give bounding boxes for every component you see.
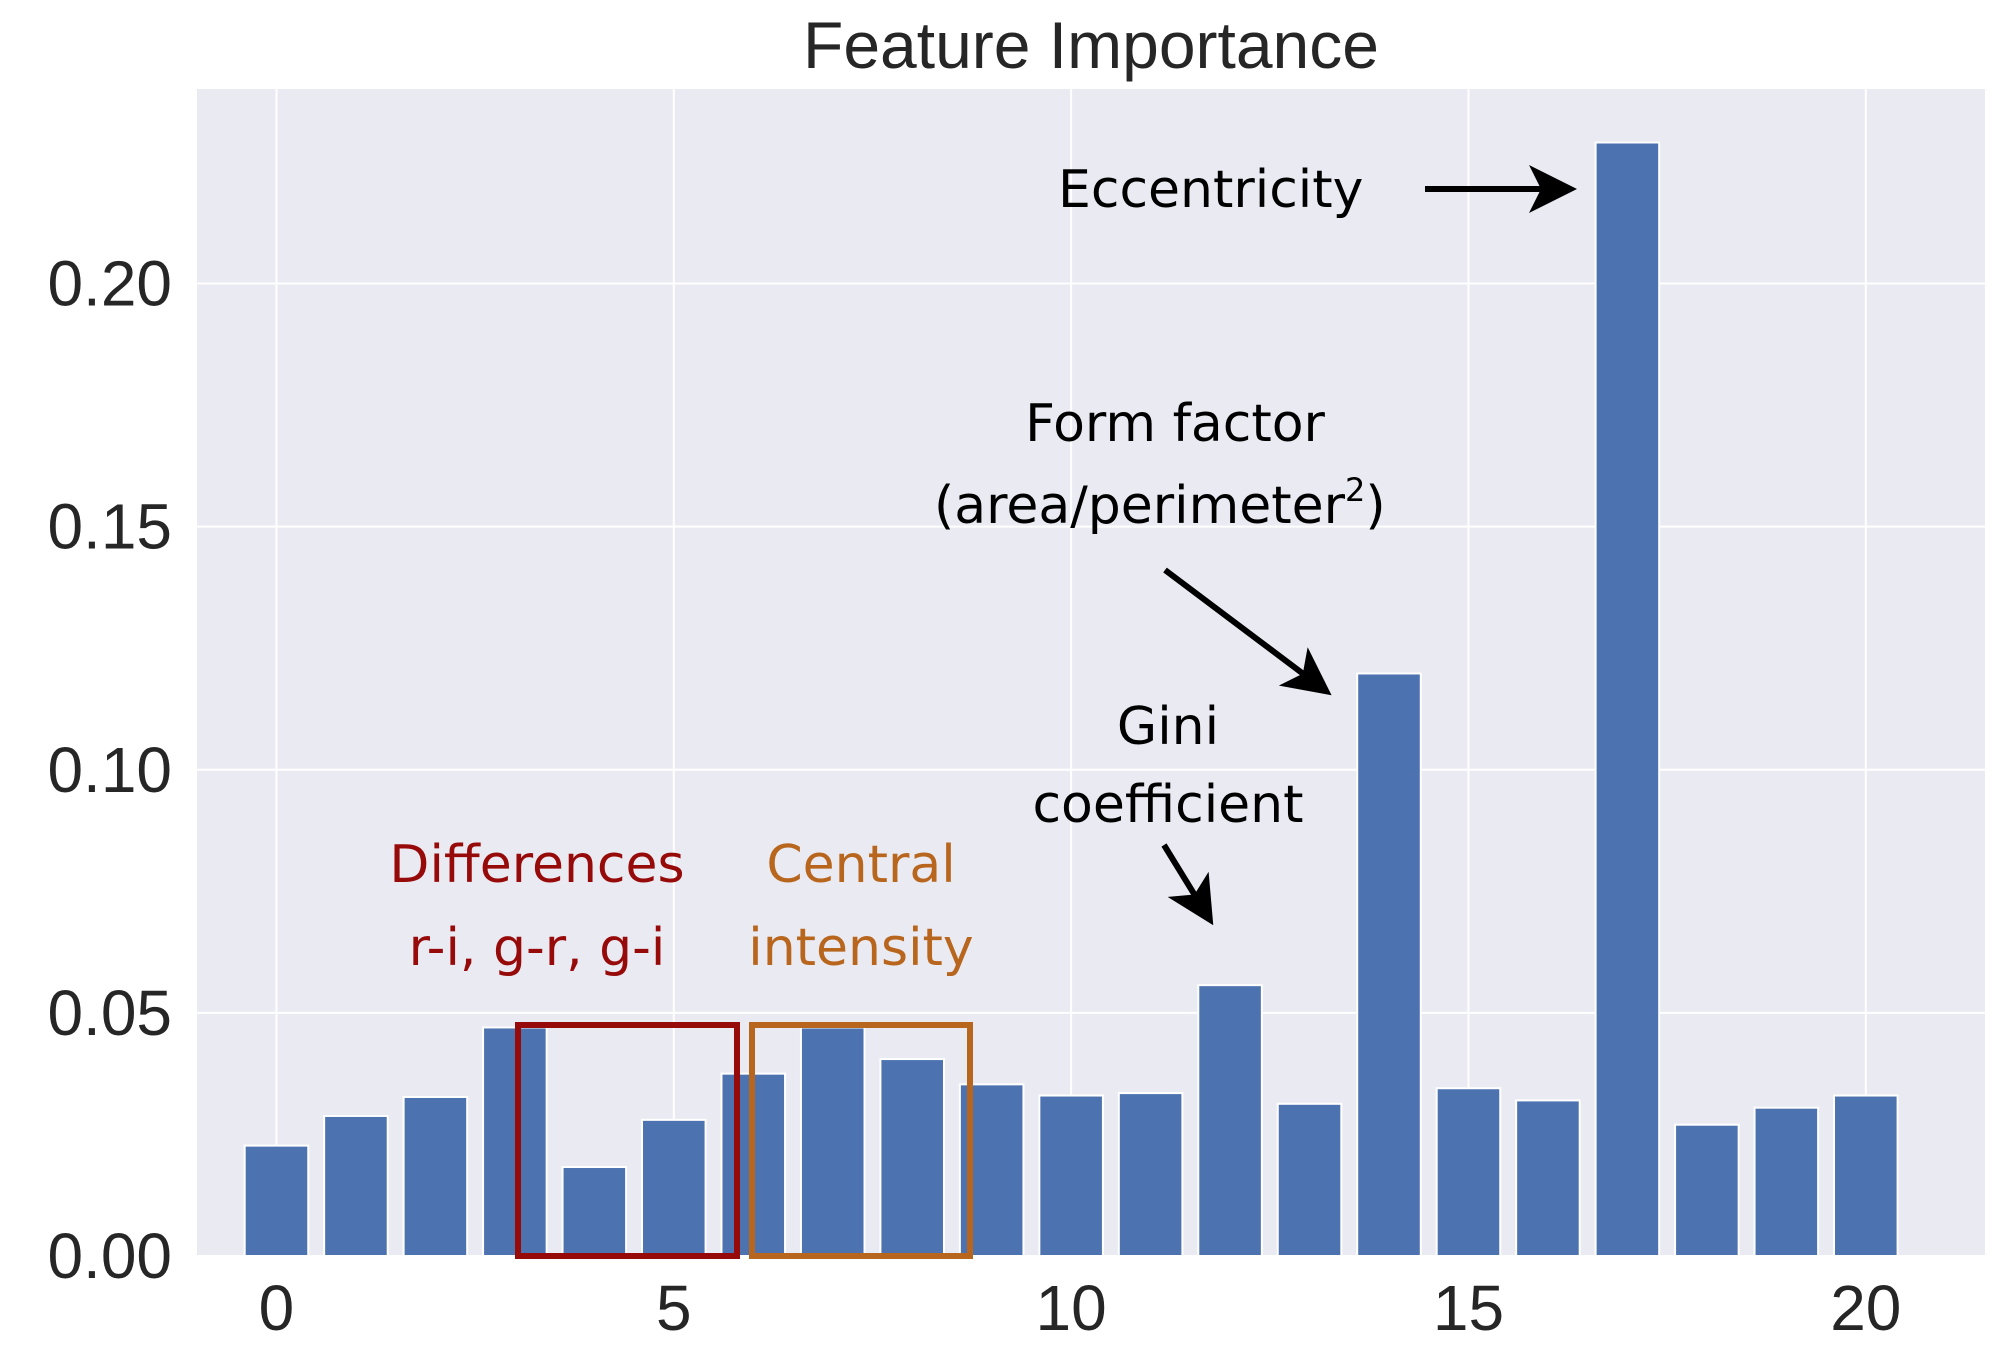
bar-17 (1594, 141, 1661, 1257)
bar-11 (1117, 1092, 1184, 1257)
gini-arrow (1161, 843, 1214, 926)
form-factor-arrow (1163, 567, 1332, 696)
bar-15 (1435, 1087, 1502, 1258)
bar-10 (1038, 1094, 1104, 1257)
bar-16 (1515, 1099, 1581, 1258)
central-intensity-highlight-box (749, 1022, 973, 1259)
bar-12 (1197, 984, 1263, 1257)
form-factor-superscript: 2 (1345, 471, 1365, 509)
form-factor-text: (area/perimeter (934, 476, 1346, 536)
bar-19 (1753, 1106, 1820, 1257)
gini-label-line1: Gini (1117, 697, 1219, 757)
bar-8 (879, 1058, 945, 1257)
y-tick-label: 0.15 (47, 491, 172, 563)
x-tick-label: 20 (1830, 1272, 1901, 1344)
bar-1 (323, 1114, 389, 1257)
bar-13 (1276, 1102, 1343, 1257)
gini-label-line2: coefficient (1032, 775, 1303, 835)
bar-3 (482, 1026, 548, 1258)
y-tick-label: 0.20 (47, 248, 172, 320)
x-tick-label: 5 (656, 1272, 692, 1344)
form-factor-label-line1: Form factor (1025, 394, 1325, 454)
differences-label-line2: r-i, g-r, g-i (409, 918, 666, 978)
chart-title: Feature Importance (803, 8, 1379, 82)
bar-2 (402, 1095, 469, 1257)
y-tick-label: 0.10 (47, 734, 172, 806)
bar-5 (641, 1118, 707, 1257)
differences-label-line1: Differences (389, 835, 684, 895)
differences-highlight-box (515, 1022, 740, 1259)
bar-0 (243, 1144, 310, 1257)
bar-14 (1356, 672, 1422, 1257)
plot-background (197, 89, 1985, 1256)
x-tick-label: 15 (1433, 1272, 1504, 1344)
eccentricity-label: Eccentricity (1058, 160, 1363, 220)
y-tick-label: 0.00 (47, 1220, 172, 1292)
bar-18 (1674, 1123, 1740, 1258)
central-intensity-label-line1: Central (766, 835, 955, 895)
x-tick-label: 0 (259, 1272, 295, 1344)
bar-20 (1833, 1094, 1899, 1257)
y-tick-label: 0.05 (47, 977, 172, 1049)
bar-7 (799, 1026, 866, 1258)
form-factor-close-paren: ) (1365, 476, 1385, 536)
central-intensity-label-line2: intensity (748, 918, 973, 978)
x-tick-labels: 0 5 10 15 20 (259, 1272, 1902, 1344)
x-tick-label: 10 (1036, 1272, 1107, 1344)
form-factor-label-line2: (area/perimeter2) (934, 471, 1386, 536)
bar-4 (561, 1166, 628, 1257)
y-tick-labels: 0.00 0.05 0.10 0.15 0.20 (47, 248, 172, 1293)
